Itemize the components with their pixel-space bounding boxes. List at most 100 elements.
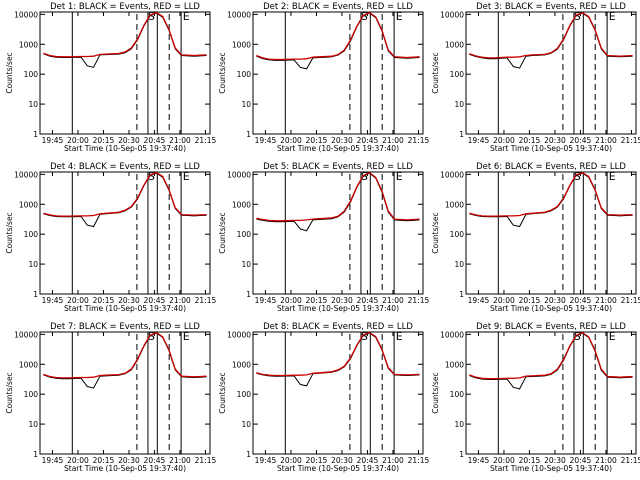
panel-title: Det 3: BLACK = Events, RED = LLD: [476, 2, 626, 12]
x-tick-label: 19:45: [255, 456, 277, 465]
x-tick-label: 20:00: [67, 296, 89, 305]
x-axis-label: Start Time (10-Sep-05 19:37:40): [64, 464, 186, 473]
x-axis-label: Start Time (10-Sep-05 19:37:40): [277, 304, 399, 313]
annotation-e: E: [609, 10, 616, 23]
x-tick-label: 20:00: [280, 456, 302, 465]
x-tick-label: 19:45: [468, 136, 490, 145]
y-axis-label: Counts/sec: [218, 52, 227, 93]
x-tick-label: 21:00: [382, 136, 404, 145]
x-tick-label: 19:45: [42, 456, 64, 465]
x-tick-label: 21:00: [169, 136, 191, 145]
y-tick-label: 1: [246, 130, 251, 139]
annotation-e: E: [183, 330, 190, 343]
y-axis-label: Counts/sec: [431, 52, 440, 93]
detector-panel-9: Det 9: BLACK = Events, RED = LLD 1 10 100 10…: [431, 322, 640, 473]
plot-frame: [252, 331, 424, 455]
x-tick-label: 20:00: [493, 136, 515, 145]
x-tick-label: 19:45: [468, 456, 490, 465]
y-tick-label: 10000: [14, 10, 38, 19]
x-tick-label: 21:00: [382, 296, 404, 305]
x-tick-label: 21:15: [408, 456, 430, 465]
y-tick-label: 100: [24, 230, 39, 239]
annotation-e: E: [183, 10, 190, 23]
x-tick-label: 20:15: [93, 456, 115, 465]
x-tick-label: 19:45: [42, 136, 64, 145]
y-tick-label: 10000: [227, 330, 251, 339]
y-tick-label: 100: [237, 390, 252, 399]
y-tick-label: 1000: [232, 40, 251, 49]
x-tick-label: 21:15: [621, 296, 640, 305]
x-tick-label: 20:45: [570, 456, 592, 465]
x-tick-label: 20:15: [306, 296, 328, 305]
annotation-s: S: [574, 330, 581, 343]
x-tick-label: 20:15: [519, 296, 541, 305]
annotation-s: S: [574, 10, 581, 23]
series-lld-line: [256, 11, 420, 61]
y-axis-label: Counts/sec: [218, 212, 227, 253]
x-tick-label: 20:30: [118, 456, 140, 465]
y-tick-label: 10: [241, 420, 251, 429]
y-tick-label: 10000: [440, 10, 464, 19]
x-tick-label: 19:45: [468, 296, 490, 305]
y-tick-label: 10: [241, 260, 251, 269]
y-axis-label: Counts/sec: [431, 372, 440, 413]
x-tick-label: 20:00: [280, 296, 302, 305]
y-tick-label: 10: [241, 100, 251, 109]
x-tick-label: 21:15: [408, 296, 430, 305]
annotation-s: S: [148, 330, 155, 343]
y-axis-label: Counts/sec: [5, 212, 14, 253]
x-tick-label: 20:30: [118, 296, 140, 305]
y-tick-label: 10: [28, 100, 38, 109]
series-lld-line: [469, 331, 633, 380]
x-tick-label: 21:00: [169, 456, 191, 465]
y-tick-label: 10000: [14, 170, 38, 179]
x-tick-label: 21:15: [621, 456, 640, 465]
x-tick-label: 20:30: [544, 136, 566, 145]
x-tick-label: 19:45: [42, 296, 64, 305]
detector-panel-5: Det 5: BLACK = Events, RED = LLD 1 10 100 10…: [218, 162, 429, 313]
y-tick-label: 10: [454, 100, 464, 109]
detector-panel-8: Det 8: BLACK = Events, RED = LLD 1 10 100 10…: [218, 322, 429, 473]
x-tick-label: 21:00: [595, 296, 617, 305]
y-tick-label: 10: [28, 420, 38, 429]
panel-title: Det 9: BLACK = Events, RED = LLD: [476, 322, 626, 332]
y-tick-label: 100: [237, 70, 252, 79]
x-tick-label: 20:00: [280, 136, 302, 145]
series-lld-line: [256, 171, 420, 222]
series-lld-line: [43, 11, 207, 58]
annotation-s: S: [361, 170, 368, 183]
x-tick-label: 20:15: [306, 136, 328, 145]
x-tick-label: 20:45: [144, 456, 166, 465]
y-tick-label: 1: [33, 450, 38, 459]
y-tick-label: 1: [33, 130, 38, 139]
annotation-s: S: [361, 10, 368, 23]
y-tick-label: 100: [24, 390, 39, 399]
y-tick-label: 100: [24, 70, 39, 79]
annotation-s: S: [148, 10, 155, 23]
series-lld-line: [469, 171, 633, 217]
annotation-s: S: [361, 330, 368, 343]
x-tick-label: 21:15: [195, 456, 217, 465]
x-tick-label: 20:45: [357, 456, 379, 465]
detector-panel-4: Det 4: BLACK = Events, RED = LLD 1 10 100 10…: [5, 162, 216, 313]
y-tick-label: 1000: [19, 360, 38, 369]
detector-panel-6: Det 6: BLACK = Events, RED = LLD 1 10 100 10…: [431, 162, 640, 313]
x-tick-label: 21:00: [169, 296, 191, 305]
y-tick-label: 1: [246, 290, 251, 299]
annotation-e: E: [396, 170, 403, 183]
x-tick-label: 20:45: [144, 296, 166, 305]
plot-frame: [39, 11, 211, 135]
x-tick-label: 20:30: [544, 296, 566, 305]
x-tick-label: 20:30: [331, 456, 353, 465]
annotation-e: E: [609, 170, 616, 183]
plot-frame: [465, 11, 637, 135]
x-tick-label: 21:15: [195, 296, 217, 305]
y-tick-label: 1000: [445, 200, 464, 209]
y-tick-label: 100: [450, 230, 465, 239]
x-tick-label: 20:15: [93, 296, 115, 305]
x-tick-label: 20:45: [570, 136, 592, 145]
y-tick-label: 10000: [227, 170, 251, 179]
panel-title: Det 7: BLACK = Events, RED = LLD: [50, 322, 200, 332]
y-tick-label: 1: [459, 290, 464, 299]
